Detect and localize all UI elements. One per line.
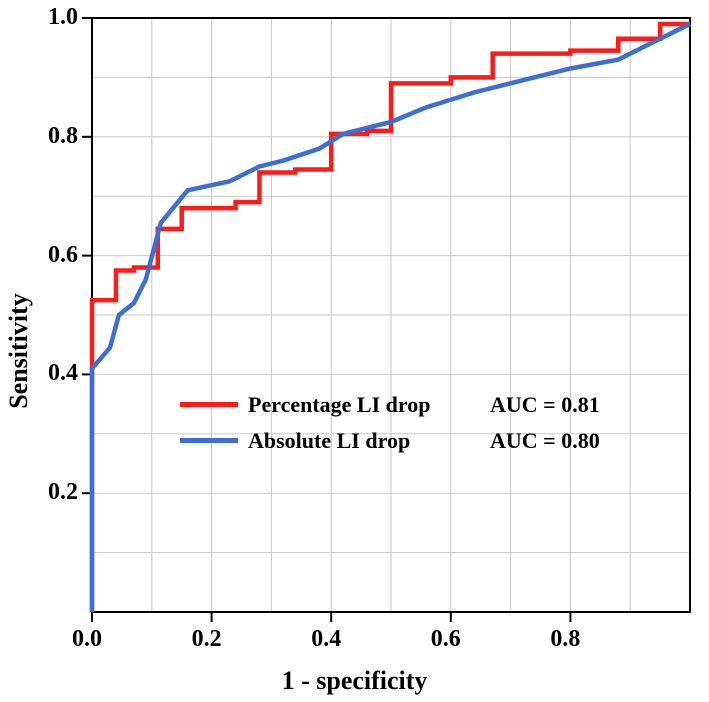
legend-auc-2: AUC = 0.80 (490, 428, 600, 454)
x-tick-label: 0.0 (72, 626, 102, 653)
x-tick-label: 0.2 (192, 626, 222, 653)
x-tick-label: 0.6 (431, 626, 461, 653)
x-tick-label: 0.4 (311, 626, 341, 653)
x-axis-label: 1 - specificity (0, 666, 709, 696)
y-axis-label: Sensitivity (4, 0, 34, 702)
legend-auc-1: AUC = 0.81 (490, 392, 600, 418)
legend-label-2: Absolute LI drop (248, 428, 410, 453)
legend-swatch-1 (180, 402, 238, 407)
roc-chart: 1 - specificity Sensitivity 0.0 0.2 0.4 0.6… (0, 0, 709, 702)
y-tick-label: 0.4 (48, 360, 78, 387)
legend-row-2: Absolute LI drop (180, 428, 410, 454)
legend-row-1: Percentage LI drop (180, 392, 431, 418)
chart-svg (0, 0, 709, 702)
legend-swatch-2 (180, 438, 238, 443)
y-tick-label: 1.0 (48, 4, 78, 31)
y-tick-label: 0.2 (48, 479, 78, 506)
y-tick-label: 0.6 (48, 242, 78, 269)
legend-label-1: Percentage LI drop (248, 392, 431, 417)
y-tick-label: 0.8 (48, 123, 78, 150)
x-tick-label: 0.8 (550, 626, 580, 653)
y-axis-label-text: Sensitivity (4, 293, 34, 409)
